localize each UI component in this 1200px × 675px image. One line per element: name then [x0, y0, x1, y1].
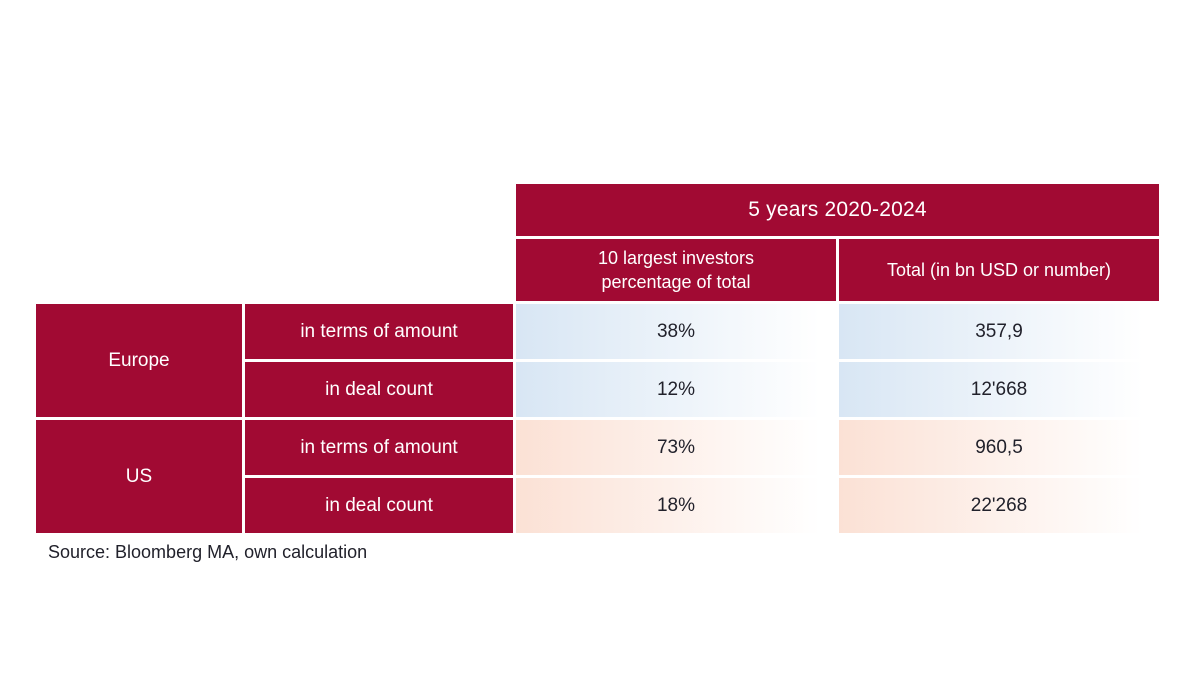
row-label-us-amount: in terms of amount	[245, 420, 513, 475]
row-label-us-deal-count: in deal count	[245, 478, 513, 533]
value-us-amount-pct: 73%	[516, 420, 836, 475]
value-us-amount-total: 960,5	[839, 420, 1159, 475]
column-header-largest-investors-line1: 10 largest investors	[597, 247, 755, 268]
value-us-dealcount-total: 22'268	[839, 478, 1159, 533]
row-group-europe: Europe	[36, 304, 242, 417]
column-header-largest-investors-line2: percentage of total	[601, 272, 751, 292]
column-header-largest-investors: 10 largest investors percentage of total	[516, 239, 836, 301]
value-europe-amount-pct: 38%	[516, 304, 836, 359]
table-period-header: 5 years 2020-2024	[516, 184, 1159, 236]
value-europe-dealcount-total: 12'668	[839, 362, 1159, 417]
value-us-dealcount-pct: 18%	[516, 478, 836, 533]
row-label-europe-deal-count: in deal count	[245, 362, 513, 417]
source-note: Source: Bloomberg MA, own calculation	[48, 542, 368, 562]
row-group-us: US	[36, 420, 242, 533]
value-europe-dealcount-pct: 12%	[516, 362, 836, 417]
row-label-europe-amount: in terms of amount	[245, 304, 513, 359]
column-header-total: Total (in bn USD or number)	[839, 239, 1159, 301]
investors-concentration-table: 5 years 2020-2024 10 largest investors p…	[36, 184, 1159, 533]
value-europe-amount-total: 357,9	[839, 304, 1159, 359]
